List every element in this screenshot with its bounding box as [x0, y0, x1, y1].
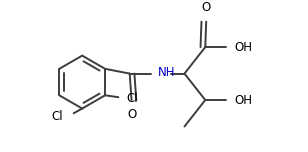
Text: Cl: Cl	[52, 110, 63, 123]
Text: OH: OH	[235, 41, 253, 54]
Text: NH: NH	[158, 66, 176, 79]
Text: Cl: Cl	[126, 92, 137, 105]
Text: O: O	[127, 108, 136, 121]
Text: OH: OH	[235, 93, 253, 107]
Text: O: O	[201, 1, 211, 14]
